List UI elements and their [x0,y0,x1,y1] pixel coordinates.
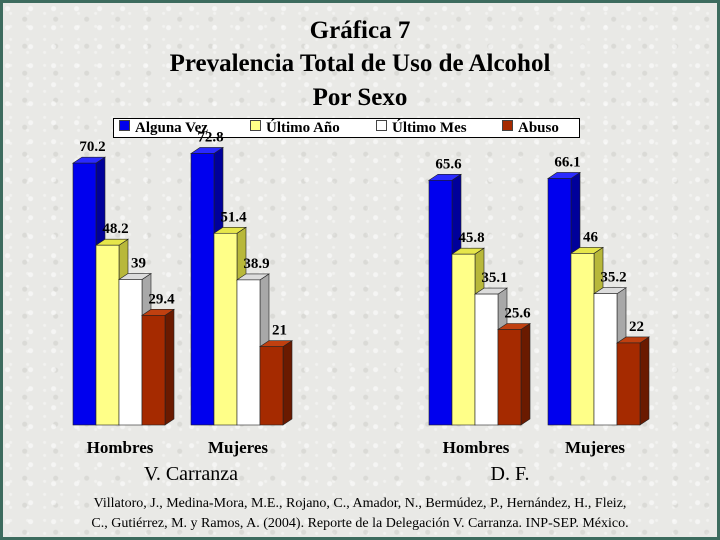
bar-ultimo-ano [95,244,120,426]
bar-side-abuso [520,322,531,426]
x-tick-label: Mujeres [208,438,268,457]
legend-label: Alguna Vez [135,120,208,136]
data-label: 35.1 [481,270,507,286]
bar-side-abuso [282,340,293,426]
chart-title-line-1: Gráfica 7 [309,17,411,44]
data-label: 72.8 [197,129,223,145]
data-label: 38.9 [243,256,269,272]
legend-item-ultimo-ano: Último Año [250,120,340,137]
x-tick-label: Mujeres [565,438,625,457]
legend-swatch [119,120,130,131]
data-label: 65.6 [435,156,462,172]
bar-ultimo-mes [118,279,143,426]
data-label: 46 [583,229,599,245]
bar-ultimo-ano [213,232,238,426]
data-label: 45.8 [458,230,484,246]
legend-label: Último Mes [392,120,467,136]
data-label: 48.2 [102,221,128,237]
bar-ultimo-mes [236,279,261,426]
source-line-2: C., Gutiérrez, M. y Ramos, A. (2004). Re… [91,516,629,531]
bar-abuso [616,342,641,426]
bar-side-abuso [164,308,175,426]
legend-label: Último Año [266,120,340,136]
data-label: 66.1 [554,154,580,170]
legend-swatch [376,120,387,131]
bar-alguna-vez [190,153,215,426]
bar-side-abuso [639,336,650,426]
data-label: 35.2 [600,270,626,286]
chart-legend: Alguna Vez Último Año Último Mes Abuso [113,118,580,138]
x-tick-label: Hombres [443,438,510,457]
bar-abuso [497,329,522,426]
group-label: D. F. [491,463,530,485]
data-label: 39 [131,256,146,272]
bar-ultimo-mes [474,293,499,426]
chart-title-line-2: Prevalencia Total de Uso de Alcohol [169,50,551,77]
bar-alguna-vez [72,162,97,426]
legend-item-alguna-vez: Alguna Vez [119,120,208,137]
data-label: 25.6 [504,306,531,322]
bar-ultimo-mes [593,293,618,426]
legend-label: Abuso [518,120,559,136]
bar-ultimo-ano [570,253,595,426]
bar-ultimo-ano [451,253,476,426]
bar-alguna-vez [547,178,572,426]
data-label: 22 [629,319,644,335]
data-label: 51.4 [220,209,247,225]
legend-item-ultimo-mes: Último Mes [376,120,467,137]
bar-abuso [259,346,284,426]
chart-title-line-3: Por Sexo [312,84,408,111]
legend-item-abuso: Abuso [502,120,559,137]
source-line-1: Villatoro, J., Medina-Mora, M.E., Rojano… [93,496,627,511]
legend-swatch [250,120,261,131]
data-label: 29.4 [148,291,175,307]
legend-swatch [502,120,513,131]
data-label: 21 [272,323,287,339]
x-tick-label: Hombres [87,438,154,457]
data-label: 70.2 [79,139,105,155]
source-citation: Villatoro, J., Medina-Mora, M.E., Rojano… [0,494,720,534]
bar-alguna-vez [428,180,453,426]
group-label: V. Carranza [144,463,238,485]
bar-abuso [141,315,166,426]
